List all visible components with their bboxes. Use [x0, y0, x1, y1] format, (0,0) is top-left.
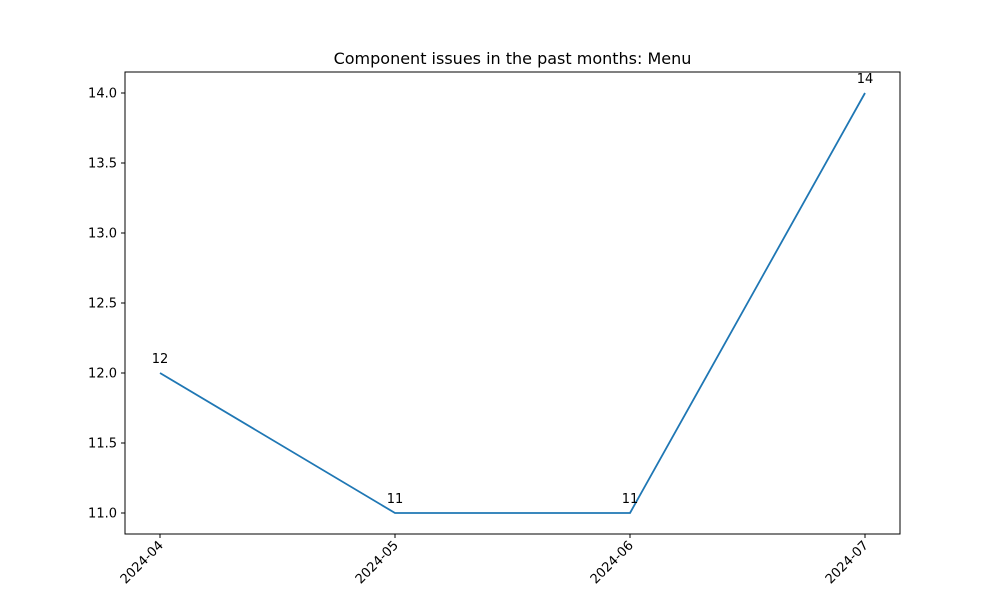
chart-title: Component issues in the past months: Men…	[334, 49, 692, 68]
data-label: 12	[152, 352, 169, 367]
plot-frame	[124, 71, 901, 535]
y-tick-label: 11.0	[88, 507, 117, 522]
y-tick-label: 13.5	[88, 157, 117, 172]
y-tick-label: 12.0	[88, 367, 117, 382]
series-line	[159, 92, 866, 514]
y-tick-label: 12.5	[88, 297, 117, 312]
data-label: 11	[387, 492, 404, 507]
y-tick-label: 14.0	[88, 87, 117, 102]
data-label: 14	[857, 72, 874, 87]
y-tick-label: 13.0	[88, 227, 117, 242]
data-label: 11	[622, 492, 639, 507]
y-tick-label: 11.5	[88, 437, 117, 452]
